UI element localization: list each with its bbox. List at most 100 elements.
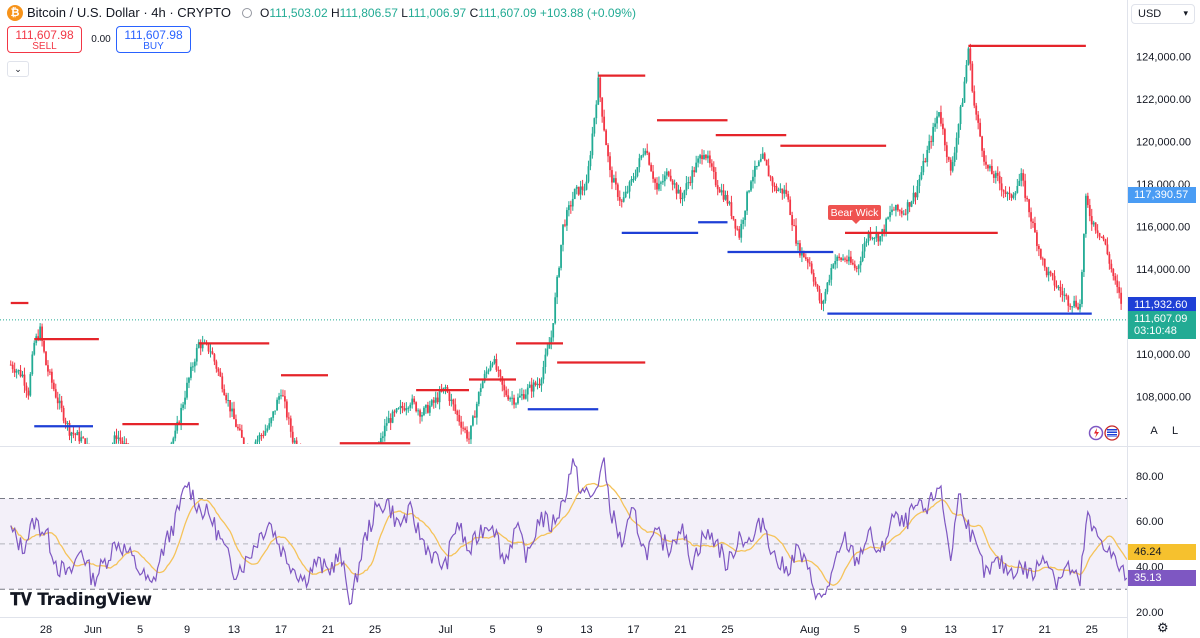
economic-events-icon[interactable] — [1088, 425, 1122, 441]
candle — [225, 392, 228, 404]
bear-wick-label: Bear Wick — [831, 207, 880, 219]
candle-body — [834, 260, 837, 265]
candle-body — [963, 81, 966, 103]
candle-body — [708, 155, 711, 164]
candle-body — [213, 354, 216, 362]
candle-body — [567, 205, 570, 211]
candle — [685, 176, 688, 196]
candle-body — [759, 158, 762, 162]
candle-body — [405, 408, 408, 411]
candle-body — [534, 382, 537, 385]
candle — [620, 198, 623, 208]
candle — [501, 376, 504, 392]
candle — [613, 174, 615, 183]
candle-body — [477, 392, 480, 404]
candle-body — [542, 366, 545, 380]
symbol-title[interactable]: Bitcoin / U.S. Dollar · 4h · CRYPTO — [27, 5, 231, 20]
candle-body — [640, 155, 643, 159]
candle-body — [1098, 233, 1101, 237]
buy-button[interactable]: 111,607.98 BUY — [116, 26, 191, 53]
candle-body — [495, 359, 498, 370]
candle — [383, 418, 386, 442]
candle-body — [532, 382, 535, 392]
sell-button[interactable]: 111,607.98 SELL — [7, 26, 82, 53]
candle-body — [908, 202, 911, 207]
candle-body — [765, 159, 768, 166]
candle-body — [875, 233, 878, 238]
candle — [998, 171, 1001, 191]
candle-body — [188, 377, 190, 383]
candle — [624, 185, 627, 199]
candle — [567, 201, 570, 217]
candle-body — [258, 435, 261, 440]
candle — [703, 150, 705, 160]
time-tick-label: 5 — [137, 624, 143, 636]
candle-body — [282, 395, 284, 397]
candle-body — [1028, 199, 1030, 213]
candle-body — [636, 167, 639, 177]
candle-body — [31, 354, 34, 375]
candle-body — [1104, 239, 1107, 245]
candle — [123, 436, 126, 444]
candle-body — [689, 182, 692, 184]
currency-select[interactable]: USD ▾ — [1131, 4, 1195, 24]
candle — [877, 232, 880, 246]
bear-wick-pointer — [852, 220, 860, 224]
candle — [838, 253, 841, 261]
candle-body — [806, 259, 809, 263]
candle-body — [190, 366, 192, 378]
candle — [49, 369, 51, 376]
candle — [779, 183, 782, 194]
candle — [58, 393, 61, 410]
candle-body — [499, 370, 502, 377]
candle — [517, 393, 519, 405]
candle — [830, 263, 833, 286]
auto-scale-button[interactable]: A — [1150, 425, 1158, 437]
candle — [920, 166, 923, 181]
candle-body — [60, 400, 63, 409]
candle — [460, 415, 463, 435]
candle — [906, 199, 909, 221]
candle-body — [1059, 286, 1062, 291]
candle-body — [225, 395, 228, 401]
candle — [938, 112, 940, 118]
candle-body — [41, 326, 43, 341]
chart-header: ₿ Bitcoin / U.S. Dollar · 4h · CRYPTO O1… — [0, 0, 1128, 28]
candle-body — [695, 162, 698, 173]
candle-body — [1083, 233, 1085, 273]
candle-body — [942, 123, 944, 130]
market-status-icon[interactable] — [242, 8, 252, 18]
candle — [1049, 270, 1052, 277]
candle-body — [37, 336, 40, 340]
candle — [750, 180, 752, 192]
candle-body — [1096, 230, 1099, 234]
candle-body — [50, 371, 53, 383]
candle-body — [620, 200, 623, 202]
candle-body — [52, 382, 55, 390]
candle-body — [710, 163, 713, 167]
candle-body — [1002, 190, 1005, 192]
candle — [902, 210, 905, 216]
candle-body — [491, 363, 494, 366]
candle-body — [178, 421, 181, 423]
candle — [787, 190, 790, 203]
gear-icon[interactable]: ⚙ — [1157, 620, 1169, 635]
log-scale-button[interactable]: L — [1171, 425, 1179, 437]
candle-body — [209, 351, 212, 353]
candle-body — [998, 175, 1001, 184]
candle — [21, 370, 24, 378]
candle — [72, 426, 75, 439]
collapse-legend-button[interactable]: ⌄ — [7, 61, 29, 77]
candle-body — [39, 326, 42, 340]
candle — [842, 254, 844, 261]
candle-body — [1006, 192, 1009, 194]
candle — [544, 348, 547, 374]
candle-body — [268, 423, 271, 429]
candle — [217, 367, 220, 377]
candle-body — [658, 183, 660, 190]
candle-body — [540, 379, 543, 386]
candle — [736, 225, 739, 231]
candle — [491, 361, 494, 368]
candle — [644, 148, 647, 156]
